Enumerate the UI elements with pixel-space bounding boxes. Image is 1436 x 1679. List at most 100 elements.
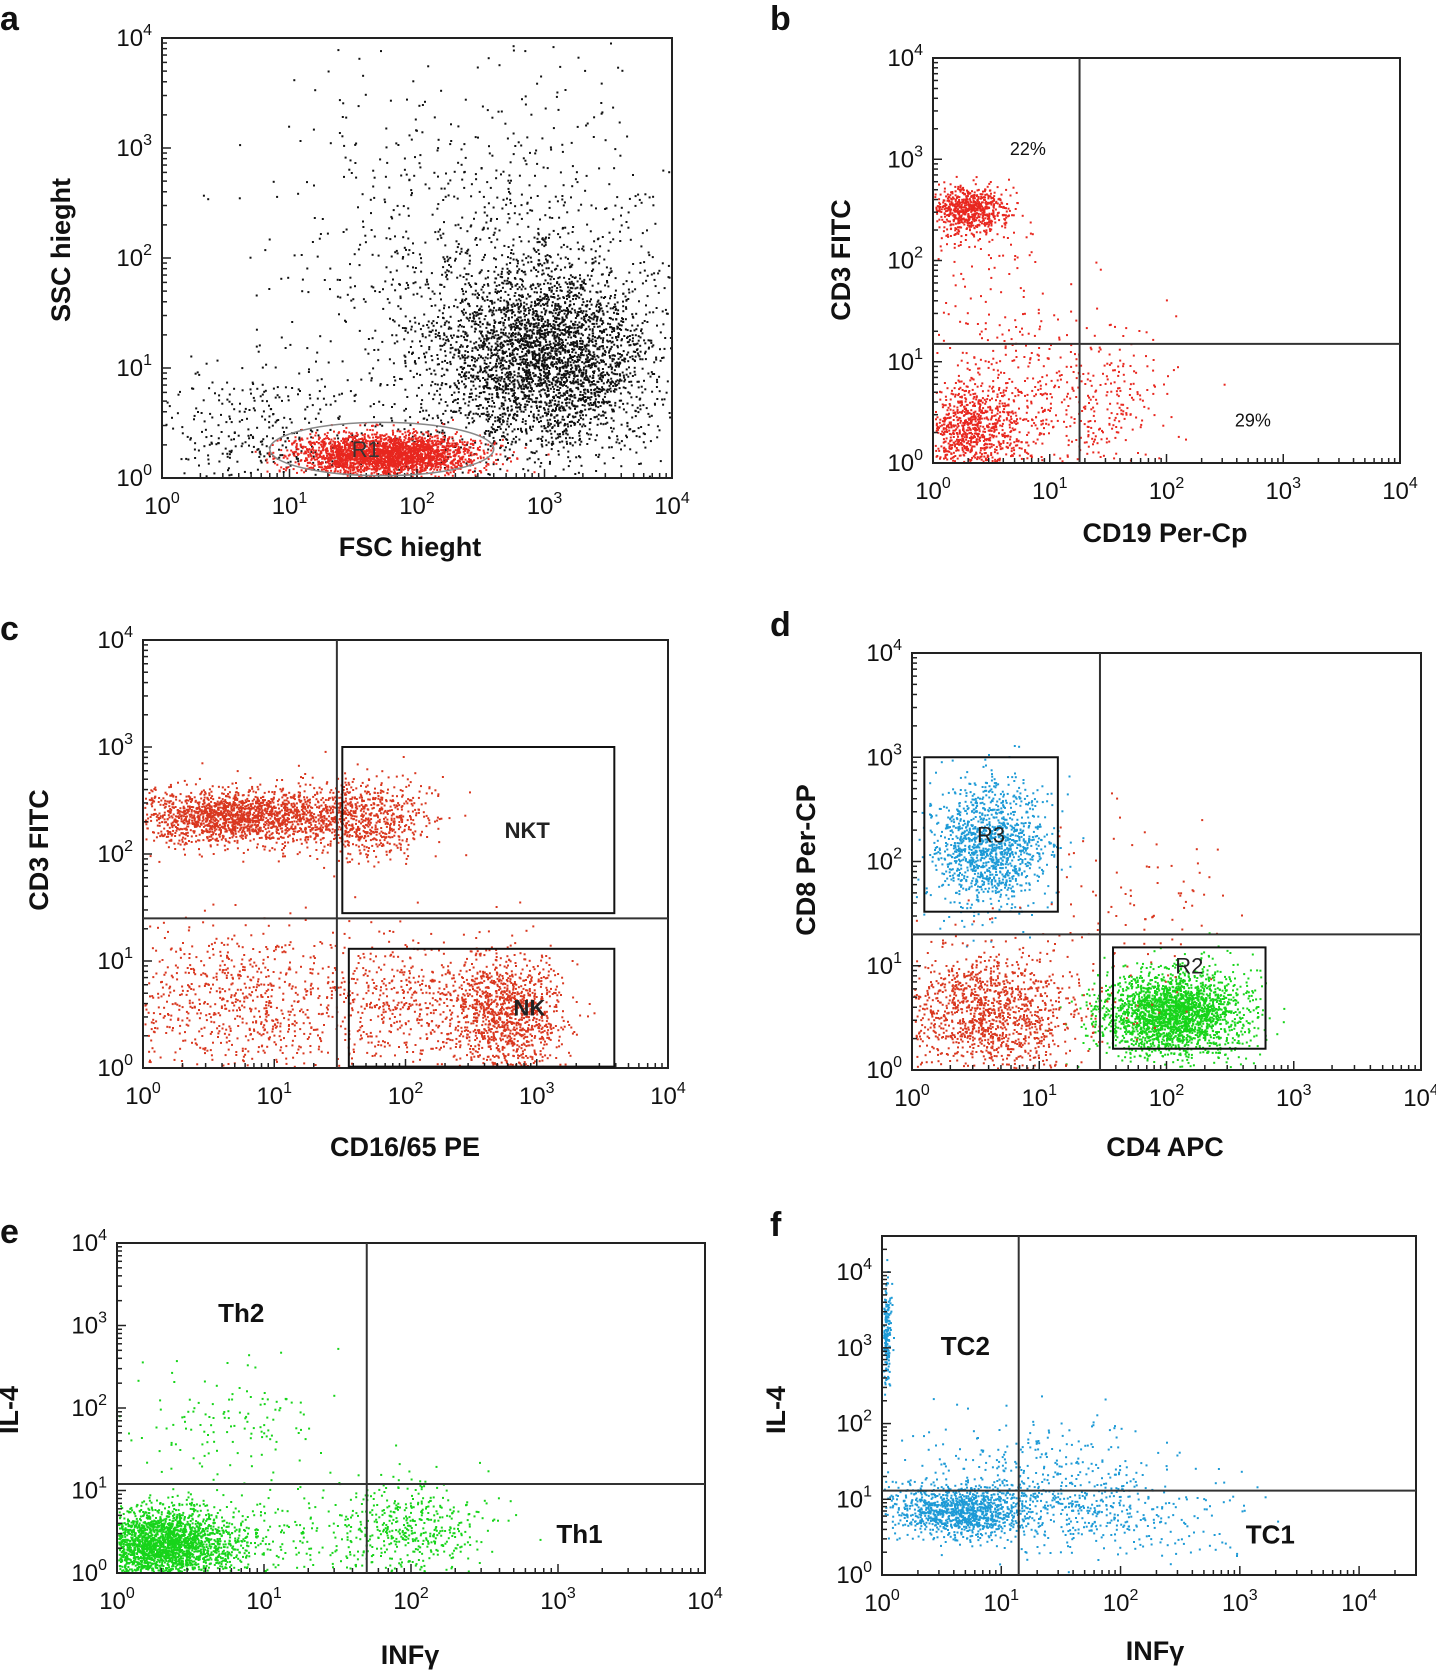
data-point: [498, 386, 501, 389]
data-point: [523, 378, 526, 381]
data-point: [226, 381, 229, 384]
data-point: [248, 444, 250, 447]
data-point: [524, 159, 527, 162]
data-point: [471, 417, 474, 420]
data-point: [512, 244, 515, 247]
data-point: [432, 398, 435, 401]
data-point: [644, 352, 646, 355]
data-point: [521, 294, 524, 297]
data-point: [393, 376, 396, 378]
data-point: [511, 454, 514, 457]
data-point: [527, 349, 530, 352]
data-point: [608, 317, 611, 319]
data-point: [647, 339, 650, 342]
data-point: [424, 241, 427, 244]
data-point: [421, 104, 424, 106]
data-point: [527, 377, 530, 380]
data-point: [549, 282, 552, 285]
data-point: [527, 469, 530, 472]
data-point: [620, 423, 623, 426]
data-point: [568, 296, 571, 299]
data-point: [379, 423, 382, 426]
data-point: [552, 46, 555, 49]
data-point: [514, 292, 517, 294]
data-point: [399, 377, 401, 380]
data-point: [516, 326, 519, 328]
data-point: [539, 393, 542, 396]
data-point: [495, 360, 498, 363]
data-point: [606, 371, 609, 374]
data-point: [574, 351, 577, 354]
data-point: [502, 407, 505, 410]
data-point: [590, 404, 593, 406]
data-point: [549, 414, 552, 417]
data-point: [534, 310, 537, 312]
data-point: [524, 383, 527, 386]
data-point: [491, 393, 494, 396]
data-point: [634, 360, 636, 362]
data-point: [306, 347, 309, 350]
data-point: [460, 335, 463, 338]
data-point: [486, 323, 489, 326]
data-point: [190, 355, 193, 358]
data-point: [517, 387, 520, 390]
data-point: [433, 393, 436, 396]
data-point: [631, 416, 634, 419]
data-point: [596, 325, 599, 328]
data-point: [576, 315, 578, 318]
data-point: [426, 280, 429, 283]
data-point: [341, 392, 343, 395]
data-point: [577, 56, 580, 59]
data-point: [565, 316, 568, 319]
data-point: [470, 388, 473, 391]
data-point: [561, 431, 564, 433]
data-point: [312, 455, 315, 458]
data-point: [500, 346, 503, 349]
data-point: [544, 324, 547, 327]
data-point: [497, 334, 500, 337]
data-point: [522, 253, 525, 256]
data-point: [437, 175, 439, 178]
data-point: [599, 290, 602, 293]
data-point: [495, 346, 498, 349]
data-point: [217, 442, 220, 445]
data-point: [539, 376, 541, 379]
data-point: [537, 263, 540, 266]
data-point: [465, 371, 468, 374]
data-point: [496, 218, 498, 220]
data-point: [561, 373, 564, 376]
data-point: [504, 340, 507, 343]
data-point: [511, 376, 514, 379]
data-point: [525, 297, 528, 300]
data-point: [487, 373, 490, 376]
data-point: [486, 321, 489, 324]
data-point: [433, 171, 436, 174]
data-point: [574, 405, 577, 408]
data-point: [509, 423, 512, 426]
data-point: [522, 418, 524, 421]
data-point: [574, 341, 577, 344]
data-point: [492, 354, 495, 356]
data-point: [487, 276, 489, 279]
data-point: [506, 374, 509, 377]
data-point: [508, 332, 511, 335]
data-point: [533, 236, 536, 239]
data-point: [430, 330, 433, 333]
data-point: [610, 270, 613, 273]
data-point: [552, 390, 555, 393]
data-point: [550, 311, 553, 314]
data-point: [571, 185, 574, 188]
data-point: [504, 334, 507, 337]
data-point: [622, 386, 625, 389]
data-point: [585, 305, 588, 308]
data-point: [480, 167, 483, 169]
data-point: [608, 446, 611, 449]
data-point: [239, 144, 242, 147]
data-point: [573, 374, 576, 377]
data-point: [211, 381, 214, 384]
data-point: [494, 385, 497, 388]
data-point: [398, 324, 401, 327]
data-point: [501, 317, 504, 320]
data-point: [535, 322, 538, 325]
data-point: [563, 374, 566, 377]
